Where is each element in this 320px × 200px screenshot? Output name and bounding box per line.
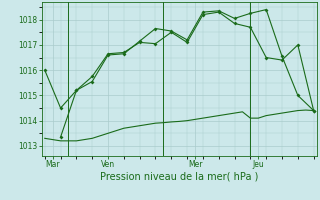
X-axis label: Pression niveau de la mer( hPa ): Pression niveau de la mer( hPa ) bbox=[100, 172, 258, 182]
